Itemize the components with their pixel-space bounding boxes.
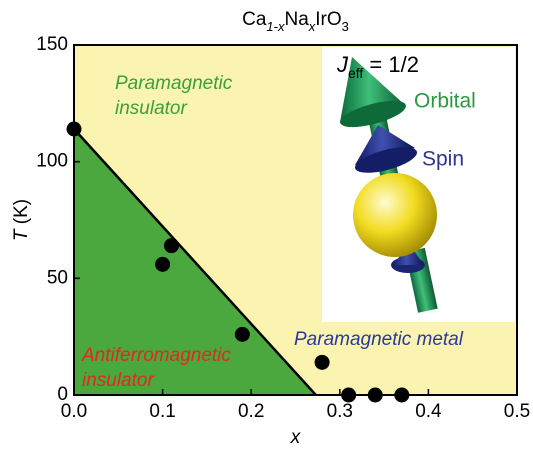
annotation: Paramagnetic	[115, 73, 233, 94]
title-part: 3	[342, 19, 349, 34]
title-part: 1-x	[266, 19, 285, 34]
y-axis-label-part: (K)	[11, 199, 32, 230]
spin-cone-base	[354, 147, 418, 173]
orbital-label: Orbital	[414, 90, 476, 113]
y-tick-label: 0	[57, 384, 68, 405]
y-tick-label: 150	[36, 34, 68, 55]
inset-title-part: J	[336, 52, 349, 77]
chart-title: Ca1-xNaxIrO3	[242, 9, 349, 34]
x-axis-label: x	[290, 427, 302, 448]
x-tick-label: 0.3	[327, 401, 353, 422]
data-point	[155, 256, 171, 272]
inset: Jeff = 1/2 Orbital Spin	[322, 47, 515, 322]
data-point	[163, 238, 179, 254]
orbital-cone-base	[340, 100, 406, 128]
y-axis-label: T (K)	[11, 199, 32, 241]
annotation: insulator	[115, 98, 187, 119]
inset-title: Jeff = 1/2	[336, 52, 419, 81]
inset-title-part: = 1/2	[363, 52, 419, 77]
x-tick-label: 0.2	[238, 401, 264, 422]
y-tick-label: 100	[36, 151, 68, 172]
title-part: x	[308, 19, 316, 34]
data-point	[367, 387, 383, 403]
spin-cone	[355, 125, 415, 165]
title-part: Ca	[242, 9, 267, 30]
x-tick-label: 0.0	[61, 401, 87, 422]
spin-label: Spin	[422, 148, 464, 171]
data-point	[66, 121, 82, 137]
x-tick-label: 0.5	[504, 401, 530, 422]
sphere	[353, 173, 437, 257]
y-tick-label: 50	[47, 267, 68, 288]
annotation: insulator	[82, 370, 154, 391]
x-tick-label: 0.4	[415, 401, 442, 422]
title-part: Na	[284, 9, 309, 30]
title-part: IrO	[315, 9, 341, 30]
data-point	[314, 354, 330, 370]
spin-lower	[392, 245, 424, 265]
y-axis-label-part: T	[11, 228, 32, 241]
annotation: Paramagnetic metal	[294, 329, 464, 350]
inset-title-part: eff	[348, 65, 363, 81]
data-point	[234, 326, 250, 342]
data-point	[341, 387, 357, 403]
annotation: Antiferromagnetic	[81, 345, 231, 366]
x-tick-label: 0.1	[149, 401, 175, 422]
plot-frame	[73, 44, 518, 396]
data-point	[394, 387, 410, 403]
phase-boundary	[73, 128, 317, 396]
